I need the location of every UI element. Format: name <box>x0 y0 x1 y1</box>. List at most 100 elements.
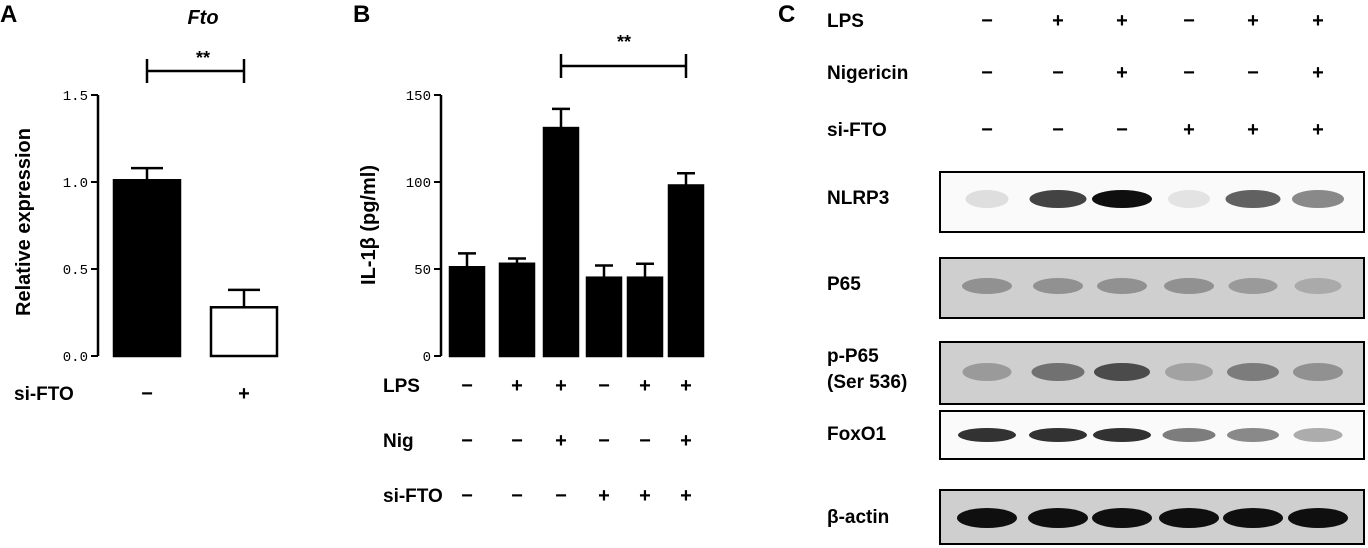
panel-c-condition-sign: − <box>981 119 993 141</box>
panel-b-y-tick-label: 100 <box>406 176 431 192</box>
panel-a-y-tick-label: 0.0 <box>63 350 88 366</box>
panel-a-title: Fto <box>187 7 218 29</box>
panel-a-condition-sign: + <box>238 383 250 405</box>
panel-b-y-axis-label: IL-1β (pg/ml) <box>358 165 380 285</box>
blot-label: (Ser 536) <box>827 372 907 393</box>
blot-label: NLRP3 <box>827 188 889 209</box>
panel-c-condition-sign: + <box>1312 10 1324 32</box>
panel-c-condition-sign: − <box>981 62 993 84</box>
panel-b-condition-sign: − <box>461 375 473 397</box>
panel-c-condition-label: LPS <box>827 11 864 32</box>
panel-a-y-tick-label: 1.5 <box>63 89 88 105</box>
panel-a-y-tick-label: 0.5 <box>63 263 88 279</box>
panel-a-significance: ** <box>196 48 210 68</box>
blot-band <box>962 363 1012 381</box>
panel-c-condition-sign: − <box>981 10 993 32</box>
panel-c-condition-sign: + <box>1116 62 1128 84</box>
panel-b-bar <box>448 266 486 358</box>
panel-c-condition-sign: − <box>1183 10 1195 32</box>
blot-label: p-P65 <box>827 346 879 367</box>
panel-b-condition-sign: − <box>461 430 473 452</box>
panel-c-condition-sign: + <box>1183 119 1195 141</box>
panel-label-a: A <box>0 1 17 28</box>
blot-band <box>1228 278 1278 294</box>
panel-c-condition-sign: + <box>1052 10 1064 32</box>
blot-band <box>962 278 1012 294</box>
panel-b-condition-sign: + <box>680 375 692 397</box>
panel-b-condition-label: LPS <box>383 376 420 397</box>
panel-c-condition-label: Nigericin <box>827 63 908 84</box>
panel-b-y-tick-label: 150 <box>406 89 431 105</box>
panel-a-y-axis-label: Relative expression <box>13 128 35 316</box>
blot-band <box>1288 508 1348 528</box>
panel-b-condition-sign: + <box>680 485 692 507</box>
blot-label: β-actin <box>827 507 889 528</box>
panel-c-condition-sign: − <box>1052 119 1064 141</box>
panel-b-bar <box>626 276 664 358</box>
blot-band <box>1168 190 1210 208</box>
blot-band <box>957 508 1017 528</box>
panel-b-condition-sign: − <box>639 430 651 452</box>
blot-band <box>1094 363 1150 381</box>
blot-band <box>1092 508 1152 528</box>
panel-c-condition-sign: − <box>1183 62 1195 84</box>
blot-band <box>1293 363 1343 381</box>
panel-b-bar <box>585 276 623 358</box>
panel-b-condition-sign: + <box>639 375 651 397</box>
panel-c-condition-sign: + <box>1247 119 1259 141</box>
panel-a-bar <box>209 306 279 358</box>
panel-b-condition-sign: − <box>511 485 523 507</box>
blot-band <box>1227 363 1279 381</box>
blot-band <box>1294 278 1342 294</box>
panel-b-bar <box>498 262 536 358</box>
blot-band <box>1165 363 1213 381</box>
blot-band <box>958 428 1016 442</box>
blot-band <box>1164 278 1214 294</box>
panel-b-bar <box>667 184 705 358</box>
blot-band <box>1029 428 1087 442</box>
blot-band <box>1162 428 1216 442</box>
blot-band <box>1031 363 1085 381</box>
panel-a-bar <box>112 179 182 358</box>
panel-c-condition-sign: + <box>1116 10 1128 32</box>
blot-band <box>1225 190 1281 208</box>
blot-label: FoxO1 <box>827 424 887 445</box>
panel-b-condition-label: si-FTO <box>383 486 443 507</box>
panel-label-b: B <box>353 1 370 28</box>
panel-a-condition-sign: − <box>141 383 153 405</box>
panel-b-y-tick-label: 0 <box>423 350 431 366</box>
blot-band <box>1227 428 1279 442</box>
blot-band <box>1097 278 1147 294</box>
panel-c-condition-sign: + <box>1247 10 1259 32</box>
panel-b-condition-label: Nig <box>383 431 414 452</box>
panel-c-condition-sign: − <box>1052 62 1064 84</box>
blot-band <box>1033 278 1083 294</box>
blot-band <box>965 190 1009 208</box>
panel-c-condition-label: si-FTO <box>827 120 887 141</box>
panel-b-bar <box>542 126 580 358</box>
panel-b-condition-sign: + <box>555 375 567 397</box>
panel-a-y-tick-label: 1.0 <box>63 176 88 192</box>
blot-band <box>1029 190 1087 208</box>
blot-band <box>1028 508 1088 528</box>
panel-c-condition-sign: + <box>1312 62 1324 84</box>
blot-band <box>1092 190 1152 208</box>
blot-band <box>1223 508 1283 528</box>
panel-c-condition-sign: + <box>1312 119 1324 141</box>
panel-label-c: C <box>778 1 795 28</box>
panel-b-condition-sign: + <box>680 430 692 452</box>
panel-b-condition-sign: + <box>511 375 523 397</box>
panel-b-condition-sign: − <box>555 485 567 507</box>
panel-c-condition-sign: − <box>1247 62 1259 84</box>
blot-band <box>1293 428 1343 442</box>
panel-b-condition-sign: − <box>511 430 523 452</box>
blot-band <box>1159 508 1219 528</box>
panel-b-condition-sign: − <box>598 375 610 397</box>
panel-b-condition-sign: + <box>639 485 651 507</box>
panel-b-condition-sign: − <box>461 485 473 507</box>
panel-b-condition-sign: + <box>598 485 610 507</box>
panel-b-condition-sign: + <box>555 430 567 452</box>
blot-band <box>1292 190 1344 208</box>
panel-b-y-tick-label: 50 <box>414 263 431 279</box>
